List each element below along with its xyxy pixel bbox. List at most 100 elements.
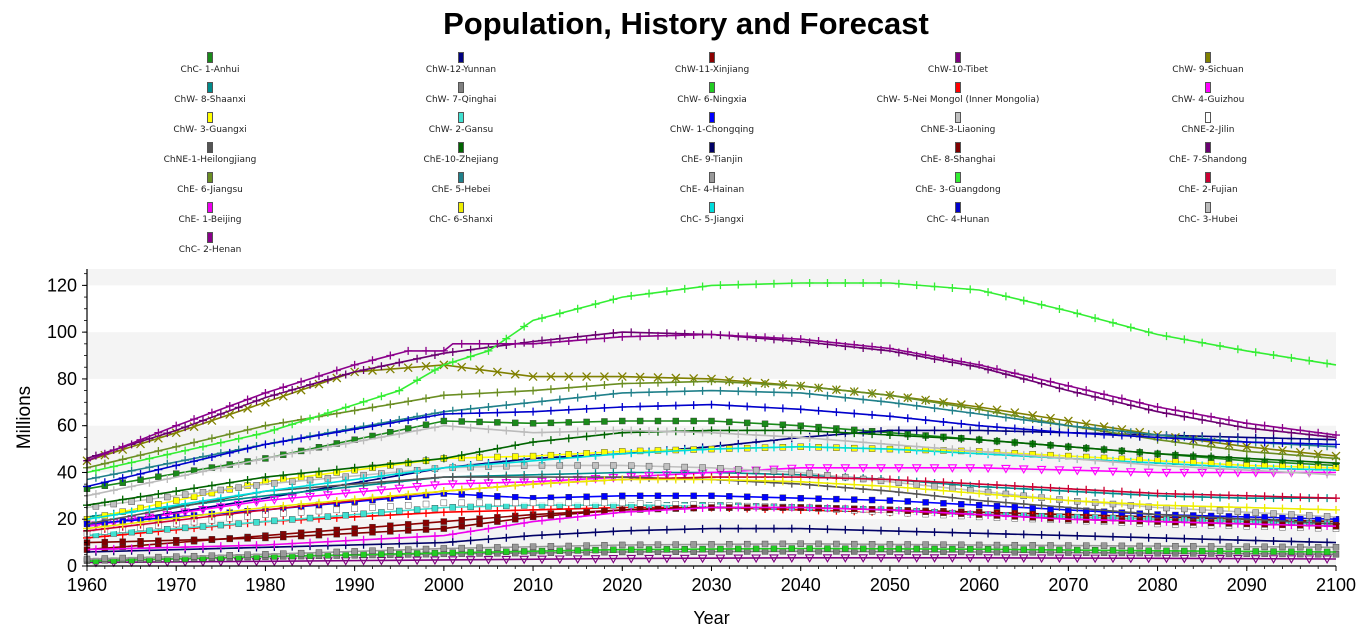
series-marker: [529, 499, 537, 507]
x-tick-label: 2020: [602, 575, 642, 595]
series-marker: [190, 484, 199, 493]
series-marker: [806, 470, 813, 477]
series-marker: [787, 279, 796, 288]
series-marker: [645, 462, 653, 470]
series-marker: [1135, 398, 1144, 407]
series-marker: [396, 507, 403, 515]
legend-label: ChNE-2-Jilin: [1181, 125, 1235, 135]
series-marker: [681, 546, 688, 553]
series-marker: [118, 474, 127, 483]
series-marker: [1260, 438, 1269, 447]
series-marker: [1304, 555, 1315, 564]
series-marker: [1322, 555, 1333, 565]
series-marker: [743, 493, 751, 500]
series-marker: [804, 464, 815, 473]
series-marker: [601, 542, 608, 549]
series-marker: [912, 489, 921, 498]
y-tick-label: 0: [67, 556, 77, 576]
series-marker: [636, 541, 644, 549]
series-marker: [1288, 511, 1295, 518]
legend-item: ChW- 2-Gansu: [336, 112, 586, 138]
legend-label: ChE- 2-Fujian: [1178, 185, 1238, 195]
series-marker: [503, 502, 510, 510]
series-marker: [181, 446, 190, 455]
series-marker: [1002, 546, 1010, 553]
series-marker: [743, 540, 751, 548]
series-marker: [1207, 412, 1216, 421]
series-marker: [903, 394, 912, 403]
series-marker: [1038, 546, 1045, 553]
series-marker: [546, 505, 555, 514]
series-marker: [1297, 543, 1304, 551]
series-marker: [1046, 495, 1055, 504]
legend-label: ChW- 3-Guangxi: [173, 125, 247, 135]
series-marker: [1100, 498, 1109, 507]
series-marker: [1260, 421, 1269, 430]
series-marker: [1063, 416, 1073, 426]
series-marker: [752, 477, 761, 486]
series-marker: [136, 492, 145, 501]
series-marker: [225, 402, 234, 411]
series-marker: [698, 386, 707, 395]
series-marker: [449, 549, 456, 556]
series-marker: [1126, 401, 1135, 410]
series-marker: [208, 464, 216, 471]
series-marker: [467, 503, 474, 511]
series-marker: [814, 406, 823, 415]
series-marker: [492, 367, 502, 377]
series-marker: [851, 540, 858, 548]
series-marker: [369, 547, 376, 554]
series-marker: [1117, 446, 1126, 455]
series-marker: [413, 354, 422, 363]
series-marker: [1064, 484, 1073, 493]
series-marker: [546, 372, 556, 382]
series-line: [83, 426, 1340, 510]
series-marker: [172, 421, 181, 430]
series-marker: [440, 499, 448, 507]
series-marker: [1332, 431, 1340, 440]
series-marker: [689, 401, 698, 410]
series-marker: [1286, 555, 1297, 564]
series-marker: [225, 507, 234, 516]
series-marker: [422, 346, 431, 355]
series-marker: [859, 526, 868, 535]
series-marker: [797, 540, 804, 547]
series-marker: [216, 409, 225, 418]
series-marker: [512, 453, 519, 460]
series-marker: [930, 528, 939, 537]
series-marker: [422, 488, 431, 497]
series-marker: [921, 477, 930, 486]
series-marker: [679, 554, 690, 564]
series-marker: [119, 508, 126, 515]
series-marker: [948, 283, 957, 292]
series-marker: [779, 540, 787, 548]
series-marker: [975, 421, 984, 430]
series-marker: [395, 386, 404, 395]
series-marker: [127, 458, 136, 467]
series-marker: [573, 453, 582, 462]
legend-swatch: [207, 112, 213, 123]
series-marker: [636, 332, 645, 341]
series-marker: [1224, 416, 1233, 425]
series-marker: [654, 492, 662, 500]
series-marker: [270, 540, 279, 549]
series-marker: [609, 509, 618, 518]
legend-item: ChE- 8-Shanghai: [833, 142, 1083, 168]
legend-item: ChE- 2-Fujian: [1083, 172, 1333, 198]
series-marker: [619, 541, 626, 549]
series-marker: [911, 554, 922, 563]
series-marker: [885, 344, 894, 353]
series-marker: [653, 475, 662, 484]
series-marker: [386, 351, 395, 360]
series-marker: [1233, 519, 1242, 528]
series-marker: [662, 287, 671, 296]
series-marker: [448, 358, 457, 367]
series-marker: [447, 556, 458, 565]
legend-label: ChW- 8-Shaanxi: [174, 95, 246, 105]
series-marker: [430, 464, 439, 473]
series-marker: [529, 543, 537, 550]
series-marker: [100, 449, 109, 458]
series-marker: [91, 466, 100, 475]
series-marker: [501, 555, 512, 565]
series-marker: [1278, 424, 1287, 433]
